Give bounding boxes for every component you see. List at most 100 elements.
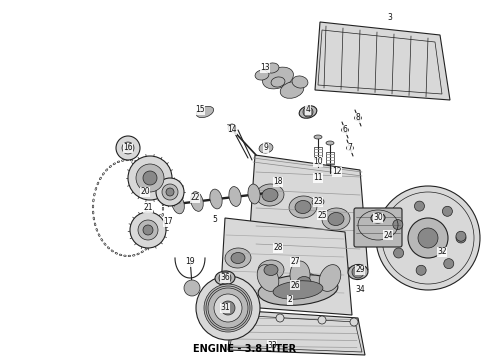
Ellipse shape xyxy=(228,124,236,132)
Ellipse shape xyxy=(258,260,284,280)
Text: 4: 4 xyxy=(306,105,311,114)
Ellipse shape xyxy=(299,106,317,118)
Circle shape xyxy=(276,314,284,322)
Ellipse shape xyxy=(291,272,317,292)
Text: 29: 29 xyxy=(355,266,365,274)
Text: 7: 7 xyxy=(347,144,352,153)
Text: 5: 5 xyxy=(213,216,218,225)
Text: 20: 20 xyxy=(140,188,150,197)
Text: 9: 9 xyxy=(264,144,269,153)
Ellipse shape xyxy=(273,281,323,299)
Text: 21: 21 xyxy=(143,203,153,212)
Ellipse shape xyxy=(348,265,368,279)
Ellipse shape xyxy=(262,189,278,202)
Polygon shape xyxy=(248,155,368,270)
Text: 27: 27 xyxy=(290,257,300,266)
Circle shape xyxy=(219,272,231,284)
Circle shape xyxy=(214,294,242,322)
Ellipse shape xyxy=(290,261,310,289)
Ellipse shape xyxy=(225,248,251,268)
Polygon shape xyxy=(228,310,365,355)
Circle shape xyxy=(184,280,200,296)
Circle shape xyxy=(116,136,140,160)
Text: 2: 2 xyxy=(288,296,293,305)
Ellipse shape xyxy=(265,63,279,73)
Ellipse shape xyxy=(319,265,341,291)
Circle shape xyxy=(393,220,403,230)
Ellipse shape xyxy=(271,77,285,87)
Text: 12: 12 xyxy=(332,167,342,176)
Circle shape xyxy=(122,142,134,154)
Ellipse shape xyxy=(297,276,311,288)
Circle shape xyxy=(350,318,358,326)
Circle shape xyxy=(376,186,480,290)
Circle shape xyxy=(143,171,157,185)
Ellipse shape xyxy=(342,127,348,132)
Ellipse shape xyxy=(346,145,353,150)
Text: 10: 10 xyxy=(313,158,323,166)
Circle shape xyxy=(136,164,164,192)
Polygon shape xyxy=(315,22,450,100)
Text: 8: 8 xyxy=(356,113,360,122)
Circle shape xyxy=(456,233,466,243)
Circle shape xyxy=(166,188,174,196)
Text: 19: 19 xyxy=(185,257,195,266)
Text: 3: 3 xyxy=(388,13,392,22)
Ellipse shape xyxy=(295,201,311,213)
Ellipse shape xyxy=(248,184,260,204)
Ellipse shape xyxy=(196,107,214,118)
Text: 25: 25 xyxy=(317,211,327,220)
Ellipse shape xyxy=(172,194,184,214)
Text: ENGINE - 3.8 LITER: ENGINE - 3.8 LITER xyxy=(194,344,296,354)
Circle shape xyxy=(318,316,326,324)
Ellipse shape xyxy=(231,252,245,264)
Ellipse shape xyxy=(314,135,322,139)
Text: 11: 11 xyxy=(313,174,323,183)
Text: 23: 23 xyxy=(313,198,323,207)
Text: 17: 17 xyxy=(163,217,173,226)
Circle shape xyxy=(418,228,438,248)
Circle shape xyxy=(196,276,260,340)
Circle shape xyxy=(303,107,313,117)
Circle shape xyxy=(156,178,184,206)
FancyBboxPatch shape xyxy=(354,208,402,247)
Text: 18: 18 xyxy=(273,177,283,186)
Ellipse shape xyxy=(191,192,203,211)
Ellipse shape xyxy=(257,265,279,291)
Circle shape xyxy=(456,231,466,241)
Ellipse shape xyxy=(292,76,308,88)
Ellipse shape xyxy=(263,67,294,89)
Circle shape xyxy=(408,218,448,258)
Circle shape xyxy=(234,312,242,320)
Circle shape xyxy=(416,265,426,275)
Text: 15: 15 xyxy=(195,105,205,114)
Polygon shape xyxy=(220,218,352,315)
Text: 24: 24 xyxy=(383,230,393,239)
Ellipse shape xyxy=(326,141,334,145)
Text: 16: 16 xyxy=(123,144,133,153)
Ellipse shape xyxy=(264,265,278,275)
Text: 34: 34 xyxy=(355,285,365,294)
Text: 13: 13 xyxy=(260,63,270,72)
Ellipse shape xyxy=(229,186,241,206)
Circle shape xyxy=(143,225,153,235)
Ellipse shape xyxy=(289,196,317,218)
Ellipse shape xyxy=(322,208,350,230)
Text: 22: 22 xyxy=(190,194,200,202)
Ellipse shape xyxy=(258,275,338,305)
Ellipse shape xyxy=(255,70,269,80)
Text: 14: 14 xyxy=(227,126,237,135)
Text: 30: 30 xyxy=(373,213,383,222)
Ellipse shape xyxy=(312,198,324,206)
Ellipse shape xyxy=(259,143,273,153)
Circle shape xyxy=(125,145,131,151)
Text: 33: 33 xyxy=(267,341,277,350)
Text: 31: 31 xyxy=(220,303,230,312)
Text: 26: 26 xyxy=(290,280,300,289)
Ellipse shape xyxy=(215,271,235,285)
Ellipse shape xyxy=(280,82,304,98)
Circle shape xyxy=(221,301,235,315)
Text: 6: 6 xyxy=(343,126,347,135)
Circle shape xyxy=(415,201,424,211)
Circle shape xyxy=(444,258,454,269)
